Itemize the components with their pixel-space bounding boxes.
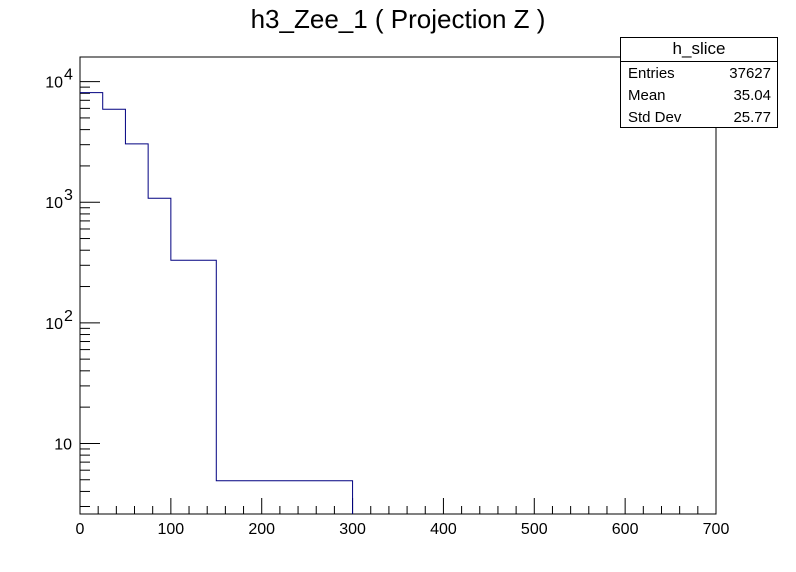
x-tick-label: 700 [703, 521, 730, 538]
x-tick-label: 200 [248, 521, 275, 538]
plot-frame [79, 56, 717, 515]
stats-box: h_slice Entries 37627 Mean 35.04 Std Dev… [620, 37, 778, 128]
stats-label: Std Dev [628, 109, 682, 126]
stats-title: h_slice [621, 38, 777, 62]
y-tick-label: 10 [45, 316, 63, 333]
y-tick-exponent: 2 [64, 308, 73, 325]
x-tick-label: 100 [158, 521, 185, 538]
stats-value: 25.77 [733, 109, 771, 126]
stats-row-stddev: Std Dev 25.77 [621, 106, 777, 128]
chart-title: h3_Zee_1 ( Projection Z ) [250, 4, 546, 34]
x-tick-label: 500 [521, 521, 548, 538]
x-tick-label: 300 [339, 521, 366, 538]
stats-value: 35.04 [733, 87, 771, 104]
stats-label: Entries [628, 65, 675, 82]
stats-row-mean: Mean 35.04 [621, 84, 777, 106]
y-tick-label: 10 [45, 75, 63, 92]
x-tick-label: 0 [76, 521, 85, 538]
stats-label: Mean [628, 87, 666, 104]
x-tick-label: 600 [612, 521, 639, 538]
x-tick-label: 400 [430, 521, 457, 538]
y-tick-label: 10 [54, 436, 72, 453]
y-tick-exponent: 3 [64, 187, 73, 204]
stats-value: 37627 [729, 65, 771, 82]
y-tick-label: 10 [45, 195, 63, 212]
y-minor-ticks [80, 86, 90, 508]
y-tick-exponent: 4 [64, 67, 73, 84]
stats-row-entries: Entries 37627 [621, 62, 777, 84]
x-axis-ticks: 0 100 200 300 400 500 600 700 [76, 498, 730, 538]
histogram-line [80, 92, 354, 514]
